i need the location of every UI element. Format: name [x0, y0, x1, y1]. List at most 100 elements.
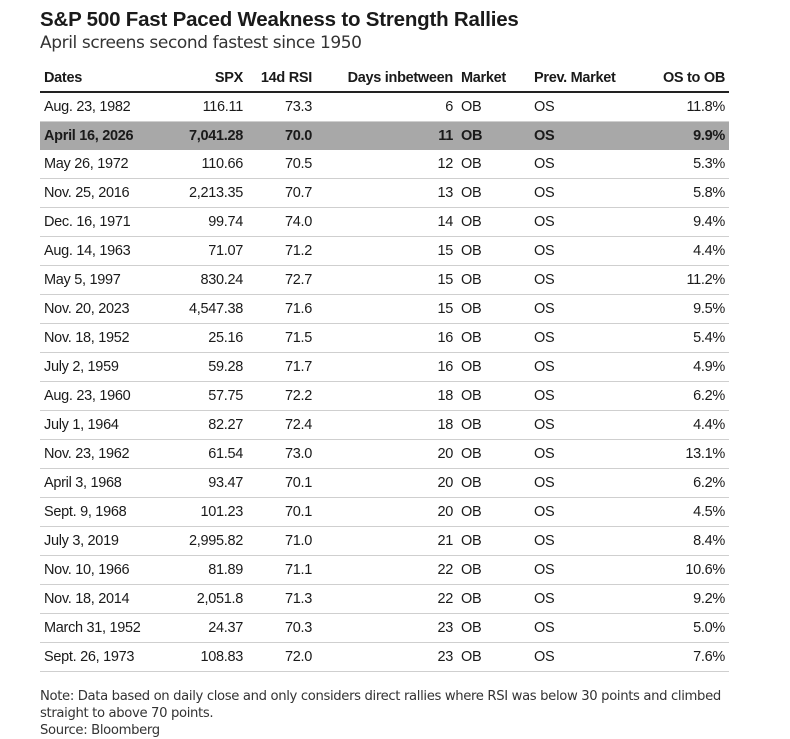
- cell-os-to-ob: 9.9%: [630, 121, 729, 150]
- cell-os-to-ob: 8.4%: [630, 526, 729, 556]
- cell-rsi: 71.5: [247, 323, 316, 353]
- table-row: July 1, 1964 82.27 72.4 18 OB OS 4.4%: [40, 410, 729, 440]
- cell-days-inbetween: 12: [316, 150, 457, 179]
- cell-days-inbetween: 6: [316, 92, 457, 122]
- chart-subtitle: April screens second fastest since 1950: [40, 33, 362, 53]
- table-row: Nov. 10, 1966 81.89 71.1 22 OB OS 10.6%: [40, 555, 729, 585]
- cell-days-inbetween: 15: [316, 265, 457, 295]
- cell-days-inbetween: 20: [316, 468, 457, 498]
- cell-spx: 2,213.35: [160, 178, 247, 208]
- cell-spx: 4,547.38: [160, 294, 247, 324]
- cell-spx: 108.83: [160, 642, 247, 672]
- cell-prev-market: OS: [530, 468, 630, 498]
- cell-spx: 25.16: [160, 323, 247, 353]
- cell-spx: 81.89: [160, 555, 247, 585]
- cell-spx: 116.11: [160, 92, 247, 122]
- cell-days-inbetween: 16: [316, 352, 457, 382]
- column-header-days-inbetween: Days inbetween: [316, 64, 457, 93]
- table-row: Dec. 16, 1971 99.74 74.0 14 OB OS 9.4%: [40, 207, 729, 237]
- cell-date: May 5, 1997: [40, 265, 160, 295]
- table-row: Nov. 18, 1952 25.16 71.5 16 OB OS 5.4%: [40, 323, 729, 353]
- cell-rsi: 70.5: [247, 150, 316, 179]
- column-header-os-to-ob: OS to OB: [630, 64, 729, 93]
- table-row: Aug. 14, 1963 71.07 71.2 15 OB OS 4.4%: [40, 236, 729, 266]
- cell-market: OB: [457, 555, 530, 585]
- cell-prev-market: OS: [530, 92, 630, 122]
- cell-rsi: 70.0: [247, 121, 316, 150]
- cell-date: April 16, 2026: [40, 121, 160, 150]
- cell-rsi: 70.7: [247, 178, 316, 208]
- cell-os-to-ob: 5.8%: [630, 178, 729, 208]
- cell-days-inbetween: 18: [316, 381, 457, 411]
- table-row: Nov. 20, 2023 4,547.38 71.6 15 OB OS 9.5%: [40, 294, 729, 324]
- cell-days-inbetween: 13: [316, 178, 457, 208]
- cell-date: Sept. 26, 1973: [40, 642, 160, 672]
- cell-rsi: 72.0: [247, 642, 316, 672]
- cell-spx: 71.07: [160, 236, 247, 266]
- cell-prev-market: OS: [530, 178, 630, 208]
- table-row-highlighted: April 16, 2026 7,041.28 70.0 11 OB OS 9.9%: [40, 121, 729, 150]
- cell-market: OB: [457, 468, 530, 498]
- table-row: April 3, 1968 93.47 70.1 20 OB OS 6.2%: [40, 468, 729, 498]
- cell-prev-market: OS: [530, 381, 630, 411]
- cell-spx: 101.23: [160, 497, 247, 527]
- cell-os-to-ob: 7.6%: [630, 642, 729, 672]
- cell-market: OB: [457, 236, 530, 266]
- column-header-prev-market: Prev. Market: [530, 64, 630, 93]
- cell-days-inbetween: 20: [316, 497, 457, 527]
- cell-os-to-ob: 5.3%: [630, 150, 729, 179]
- cell-date: Nov. 10, 1966: [40, 555, 160, 585]
- cell-market: OB: [457, 497, 530, 527]
- cell-os-to-ob: 13.1%: [630, 439, 729, 469]
- cell-market: OB: [457, 613, 530, 643]
- cell-prev-market: OS: [530, 121, 630, 150]
- cell-rsi: 71.2: [247, 236, 316, 266]
- cell-spx: 59.28: [160, 352, 247, 382]
- cell-rsi: 70.1: [247, 468, 316, 498]
- rallies-table: Dates SPX 14d RSI Days inbetween Market Prev.…: [40, 64, 729, 672]
- cell-rsi: 71.6: [247, 294, 316, 324]
- cell-rsi: 72.4: [247, 410, 316, 440]
- chart-title: S&P 500 Fast Paced Weakness to Strength …: [40, 8, 519, 31]
- cell-days-inbetween: 23: [316, 613, 457, 643]
- cell-days-inbetween: 22: [316, 555, 457, 585]
- cell-spx: 2,051.8: [160, 584, 247, 614]
- cell-date: July 1, 1964: [40, 410, 160, 440]
- cell-date: April 3, 1968: [40, 468, 160, 498]
- cell-market: OB: [457, 584, 530, 614]
- cell-prev-market: OS: [530, 150, 630, 179]
- cell-os-to-ob: 4.4%: [630, 236, 729, 266]
- cell-days-inbetween: 11: [316, 121, 457, 150]
- cell-os-to-ob: 11.8%: [630, 92, 729, 122]
- cell-market: OB: [457, 439, 530, 469]
- cell-market: OB: [457, 642, 530, 672]
- cell-days-inbetween: 16: [316, 323, 457, 353]
- cell-prev-market: OS: [530, 642, 630, 672]
- cell-market: OB: [457, 265, 530, 295]
- cell-spx: 7,041.28: [160, 121, 247, 150]
- cell-date: Nov. 18, 1952: [40, 323, 160, 353]
- cell-spx: 82.27: [160, 410, 247, 440]
- cell-prev-market: OS: [530, 497, 630, 527]
- cell-prev-market: OS: [530, 265, 630, 295]
- cell-rsi: 72.2: [247, 381, 316, 411]
- cell-prev-market: OS: [530, 526, 630, 556]
- cell-os-to-ob: 9.4%: [630, 207, 729, 237]
- cell-prev-market: OS: [530, 613, 630, 643]
- cell-spx: 24.37: [160, 613, 247, 643]
- cell-spx: 99.74: [160, 207, 247, 237]
- cell-os-to-ob: 6.2%: [630, 381, 729, 411]
- cell-market: OB: [457, 352, 530, 382]
- table-row: May 26, 1972 110.66 70.5 12 OB OS 5.3%: [40, 150, 729, 179]
- cell-prev-market: OS: [530, 294, 630, 324]
- table-row: Nov. 25, 2016 2,213.35 70.7 13 OB OS 5.8%: [40, 178, 729, 208]
- cell-date: July 2, 1959: [40, 352, 160, 382]
- cell-days-inbetween: 14: [316, 207, 457, 237]
- cell-date: March 31, 1952: [40, 613, 160, 643]
- cell-days-inbetween: 15: [316, 294, 457, 324]
- cell-days-inbetween: 18: [316, 410, 457, 440]
- cell-os-to-ob: 5.4%: [630, 323, 729, 353]
- cell-rsi: 74.0: [247, 207, 316, 237]
- column-header-rsi: 14d RSI: [247, 64, 316, 93]
- cell-spx: 110.66: [160, 150, 247, 179]
